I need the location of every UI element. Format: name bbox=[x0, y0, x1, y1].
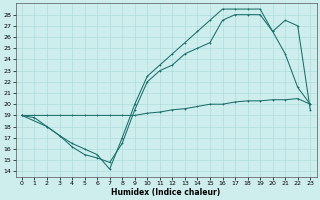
X-axis label: Humidex (Indice chaleur): Humidex (Indice chaleur) bbox=[111, 188, 221, 197]
